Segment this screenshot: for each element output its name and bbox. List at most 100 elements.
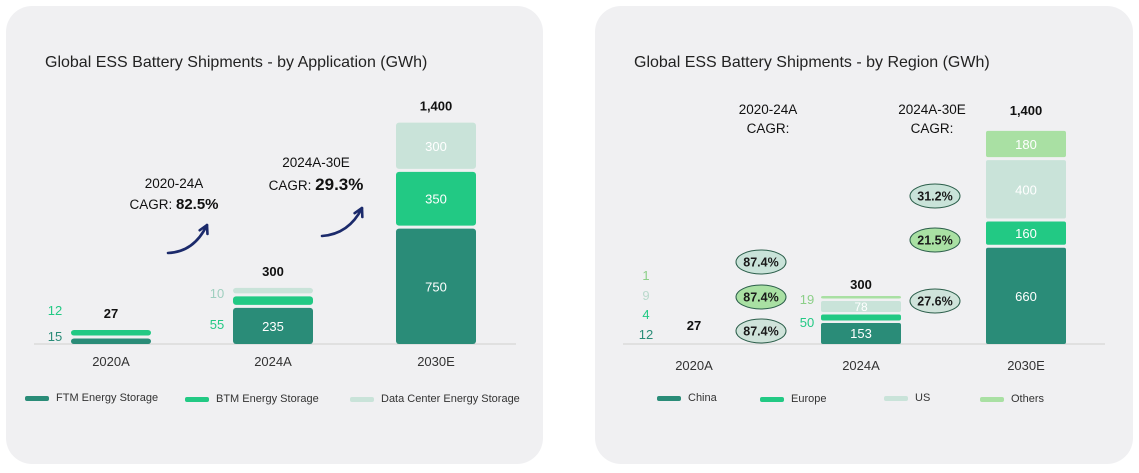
cagr-oval-us-2020-24-text: 87.4% (743, 256, 778, 270)
cagr-oval-china-2020-24 (735, 318, 787, 344)
bar-segment (396, 228, 476, 344)
chart-panel-region: Global ESS Battery Shipments - by Region… (595, 6, 1133, 464)
data-label: 153 (850, 326, 872, 341)
x-tick-label: 2024A (842, 358, 880, 373)
legend-item-btm: BTM Energy Storage (185, 393, 319, 405)
cagr-arrow-2020-24-head (198, 223, 209, 236)
x-tick-label: 2030E (417, 354, 455, 369)
cagr-value-2020-24: CAGR: 82.5% (129, 196, 218, 213)
cagr-oval-europe-2020-24 (735, 284, 787, 310)
legend-swatch-us (884, 395, 908, 401)
cagr-heading-2024-30-label: CAGR: (911, 121, 954, 136)
data-label: 400 (1015, 182, 1037, 197)
data-label: 4 (642, 307, 649, 322)
legend-label-btm: BTM Energy Storage (216, 393, 319, 405)
cagr-oval-us-2024-30-text: 31.2% (917, 190, 952, 204)
application-chart: 2020A 27 15 12 2024A 300 235 55 10 2030E 1,400 750 3… (34, 99, 516, 369)
legend-swatch-europe (760, 396, 784, 402)
cagr-arrow-2024-30-head (353, 206, 364, 219)
cagr-oval-china-2024-30-text: 27.6% (917, 295, 952, 309)
data-label: 180 (1015, 137, 1037, 152)
bar-total-label: 27 (104, 306, 118, 321)
data-label: 350 (425, 192, 447, 207)
data-label: 9 (642, 288, 649, 303)
data-label: 12 (639, 327, 653, 342)
data-label: 1 (642, 268, 649, 283)
cagr-arrow-2020-24 (166, 223, 209, 255)
bar-segment (233, 287, 313, 294)
legend-item-china: China (657, 392, 717, 404)
legend-label-us: US (915, 392, 931, 404)
data-label: 19 (800, 292, 814, 307)
data-label: 78 (854, 300, 868, 314)
chart-title-application: Global ESS Battery Shipments - by Applic… (45, 54, 428, 71)
bar-segment (986, 160, 1066, 219)
bar-total-label: 300 (850, 277, 872, 292)
bar-segment (233, 307, 313, 344)
region-chart: 2020A 2024A 2030E 12 4 9 1 27 153 78 50 19 300 660 160… (623, 102, 1105, 373)
bar-segment (986, 247, 1066, 344)
legend-swatch-china (657, 395, 681, 401)
data-label: 12 (48, 303, 62, 318)
cagr-oval-europe-2020-24-text: 87.4% (743, 291, 778, 305)
data-label: 660 (1015, 289, 1037, 304)
legend-item-us: US (884, 392, 930, 404)
bar-total-label: 1,400 (420, 99, 453, 114)
x-tick-label: 2020A (675, 358, 713, 373)
cagr-oval-us-2020-24 (735, 249, 787, 275)
legend-region: China Europe US Others (595, 392, 1133, 412)
x-tick-label: 2024A (254, 354, 292, 369)
legend-swatch-others (980, 396, 1004, 402)
cagr-oval-china-2024-30 (909, 288, 961, 314)
legend-label-china: China (688, 392, 717, 404)
data-label: 300 (425, 139, 447, 154)
cagr-oval-europe-2024-30-text: 21.5% (917, 234, 952, 248)
data-label: 235 (262, 319, 284, 334)
data-label: 55 (210, 317, 224, 332)
cagr-period-2020-24: 2020-24A (145, 176, 204, 191)
chart-panel-application: Global ESS Battery Shipments - by Applic… (6, 6, 543, 464)
data-label: 750 (425, 279, 447, 294)
bar-total-label: 27 (687, 318, 701, 333)
bar-total-label: 300 (262, 264, 284, 279)
data-label: 10 (210, 286, 224, 301)
bar-segment (821, 296, 901, 299)
data-label: 160 (1015, 226, 1037, 241)
cagr-oval-china-2020-24-text: 87.4% (743, 325, 778, 339)
bar-segment (233, 296, 313, 305)
cagr-period-2024-30: 2024A-30E (282, 155, 350, 170)
cagr-oval-us-2024-30 (909, 183, 961, 209)
legend-application: FTM Energy Storage BTM Energy Storage Da… (6, 392, 543, 412)
legend-item-data-center: Data Center Energy Storage (350, 393, 520, 405)
legend-label-ftm: FTM Energy Storage (56, 392, 159, 404)
legend-swatch-ftm (25, 395, 49, 401)
bar-segment (821, 301, 901, 312)
legend-item-ftm: FTM Energy Storage (25, 392, 158, 404)
cagr-heading-2020-24-period: 2020-24A (739, 102, 798, 117)
cagr-heading-2024-30-period: 2024A-30E (898, 102, 966, 117)
legend-swatch-btm (185, 396, 209, 402)
legend-item-others: Others (980, 393, 1044, 405)
x-tick-label: 2020A (92, 354, 130, 369)
chart-title-region: Global ESS Battery Shipments - by Region… (634, 54, 990, 71)
legend-label-data-center: Data Center Energy Storage (381, 393, 520, 405)
bar-segment (821, 314, 901, 321)
legend-item-europe: Europe (760, 393, 826, 405)
legend-swatch-data-center (350, 396, 374, 402)
bar-segment (396, 171, 476, 226)
bar-total-label: 1,400 (1010, 103, 1043, 118)
data-label: 50 (800, 315, 814, 330)
x-tick-label: 2030E (1007, 358, 1045, 373)
cagr-value-2024-30: CAGR: 29.3% (269, 175, 364, 194)
cagr-oval-europe-2024-30 (909, 227, 961, 253)
cagr-arrow-2024-30 (320, 206, 364, 238)
data-label: 15 (48, 329, 62, 344)
bar-segment (986, 221, 1066, 245)
legend-label-europe: Europe (791, 393, 827, 405)
bar-segment (986, 130, 1066, 158)
bar-segment (71, 338, 151, 344)
bar-segment (396, 122, 476, 169)
legend-label-others: Others (1011, 393, 1045, 405)
bar-segment (71, 330, 151, 336)
bar-segment (821, 323, 901, 344)
